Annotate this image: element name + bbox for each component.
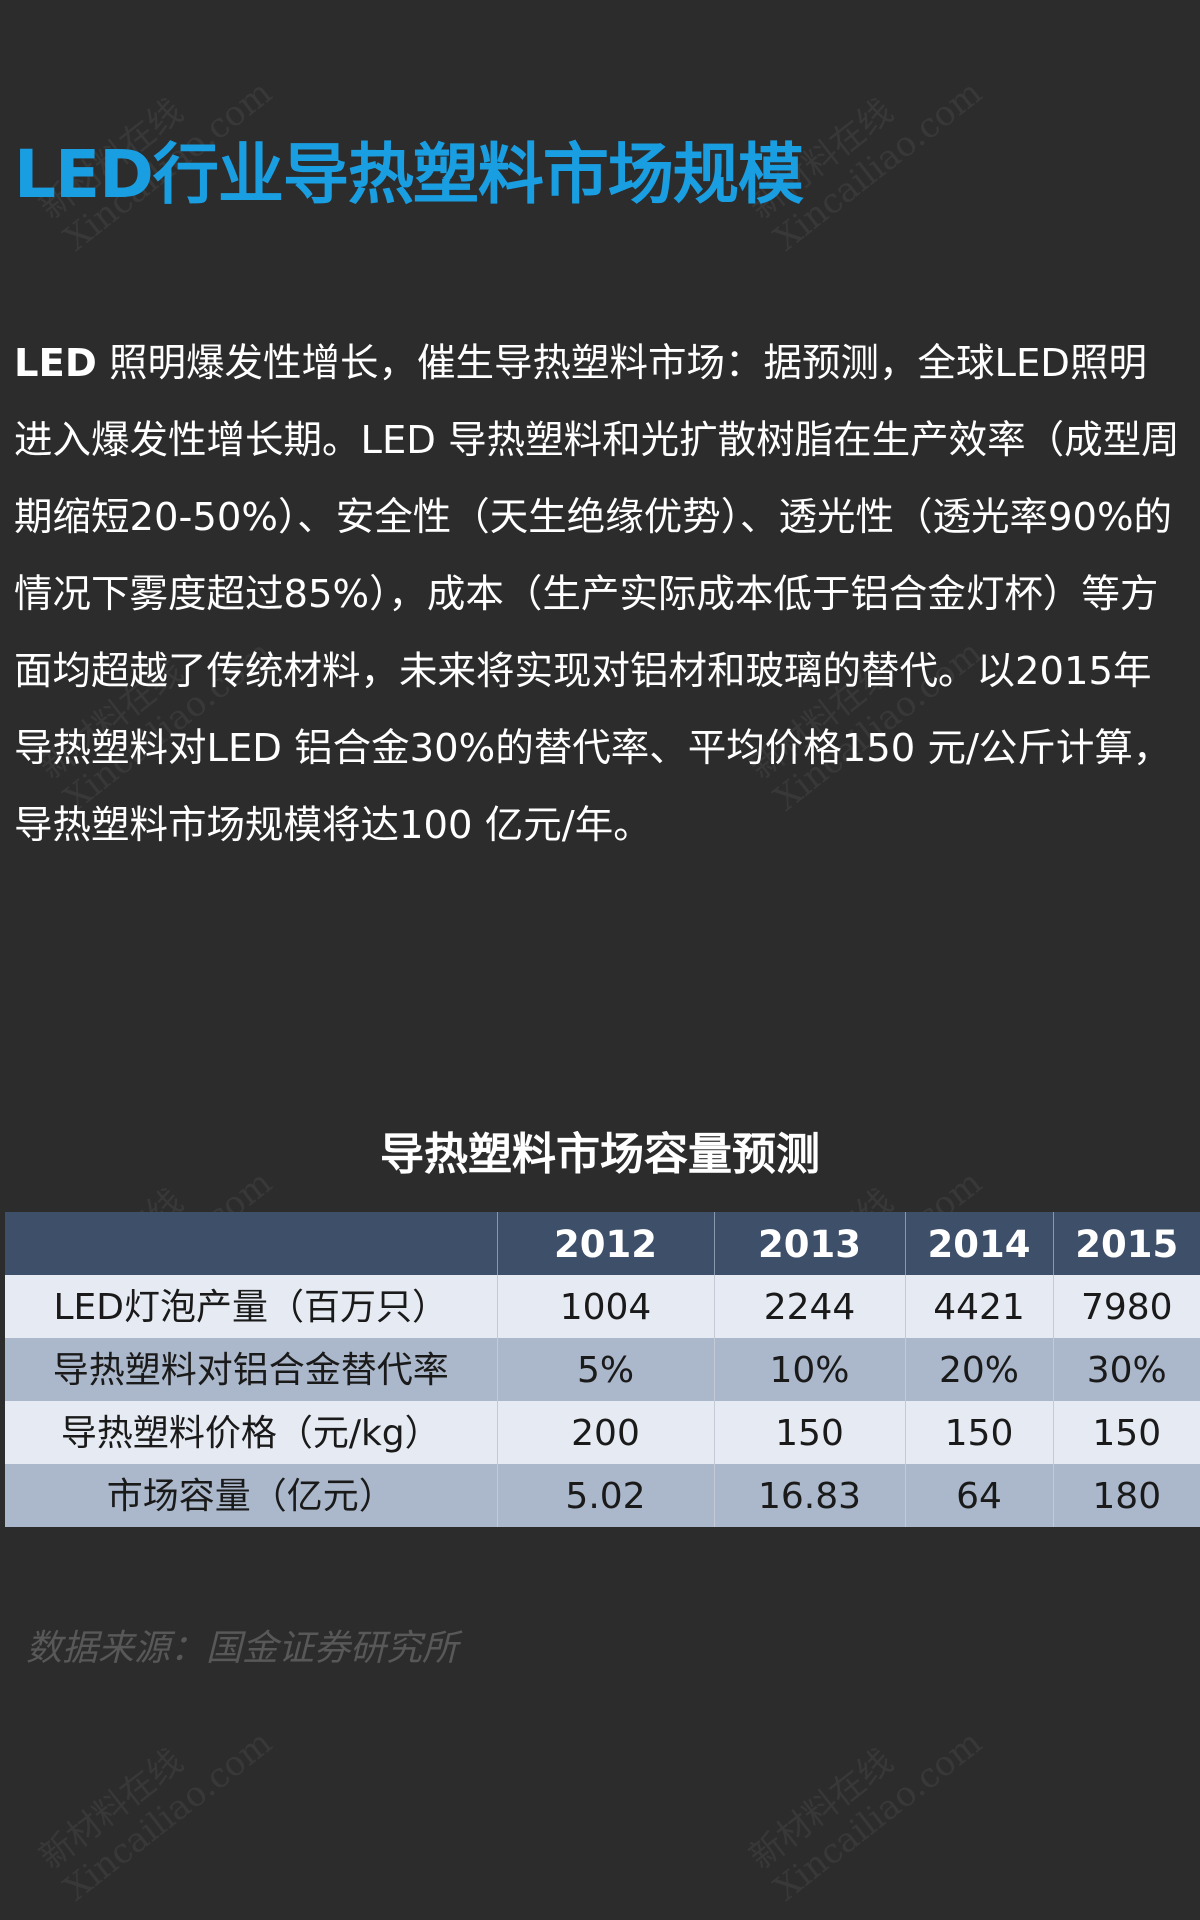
table-cell: 10% <box>713 1338 905 1401</box>
table-row: 市场容量（亿元） 5.02 16.83 64 180 <box>5 1464 1200 1527</box>
table-cell: 150 <box>1052 1401 1200 1464</box>
column-header <box>5 1212 497 1275</box>
forecast-table: 2012 2013 2014 2015 LED灯泡产量（百万只） 1004 22… <box>5 1212 1200 1527</box>
table-row: 导热塑料价格（元/kg） 200 150 150 150 <box>5 1401 1200 1464</box>
intro-paragraph: LED 照明爆发性增长，催生导热塑料市场：据预测，全球LED照明进入爆发性增长期… <box>14 325 1184 864</box>
table-cell: 4421 <box>904 1275 1053 1338</box>
page-title: LED行业导热塑料市场规模 <box>14 136 804 213</box>
table-cell: 5.02 <box>496 1464 714 1527</box>
table-header-row: 2012 2013 2014 2015 <box>5 1212 1200 1275</box>
column-header: 2012 <box>496 1212 714 1275</box>
row-label: 导热塑料对铝合金替代率 <box>5 1338 497 1401</box>
table-cell: 30% <box>1052 1338 1200 1401</box>
intro-body: 照明爆发性增长，催生导热塑料市场：据预测，全球LED照明进入爆发性增长期。LED… <box>14 341 1180 848</box>
row-label: LED灯泡产量（百万只） <box>5 1275 497 1338</box>
table-row: LED灯泡产量（百万只） 1004 2244 4421 7980 <box>5 1275 1200 1338</box>
table-cell: 5% <box>496 1338 714 1401</box>
table-cell: 20% <box>904 1338 1053 1401</box>
intro-lead: LED <box>14 341 97 386</box>
column-header: 2014 <box>904 1212 1053 1275</box>
watermark: 新材料在线 Xincailiao.com <box>742 1722 990 1909</box>
row-label: 市场容量（亿元） <box>5 1464 497 1527</box>
table-cell: 150 <box>713 1401 905 1464</box>
table-cell: 150 <box>904 1401 1053 1464</box>
column-header: 2013 <box>713 1212 905 1275</box>
table-cell: 16.83 <box>713 1464 905 1527</box>
table-cell: 2244 <box>713 1275 905 1338</box>
table-cell: 7980 <box>1052 1275 1200 1338</box>
table-cell: 200 <box>496 1401 714 1464</box>
row-label: 导热塑料价格（元/kg） <box>5 1401 497 1464</box>
table-cell: 64 <box>904 1464 1053 1527</box>
table-title: 导热塑料市场容量预测 <box>380 1129 820 1180</box>
table-cell: 180 <box>1052 1464 1200 1527</box>
table-row: 导热塑料对铝合金替代率 5% 10% 20% 30% <box>5 1338 1200 1401</box>
table-cell: 1004 <box>496 1275 714 1338</box>
source-note: 数据来源：国金证券研究所 <box>26 1628 459 1669</box>
watermark: 新材料在线 Xincailiao.com <box>32 1722 280 1909</box>
column-header: 2015 <box>1052 1212 1200 1275</box>
